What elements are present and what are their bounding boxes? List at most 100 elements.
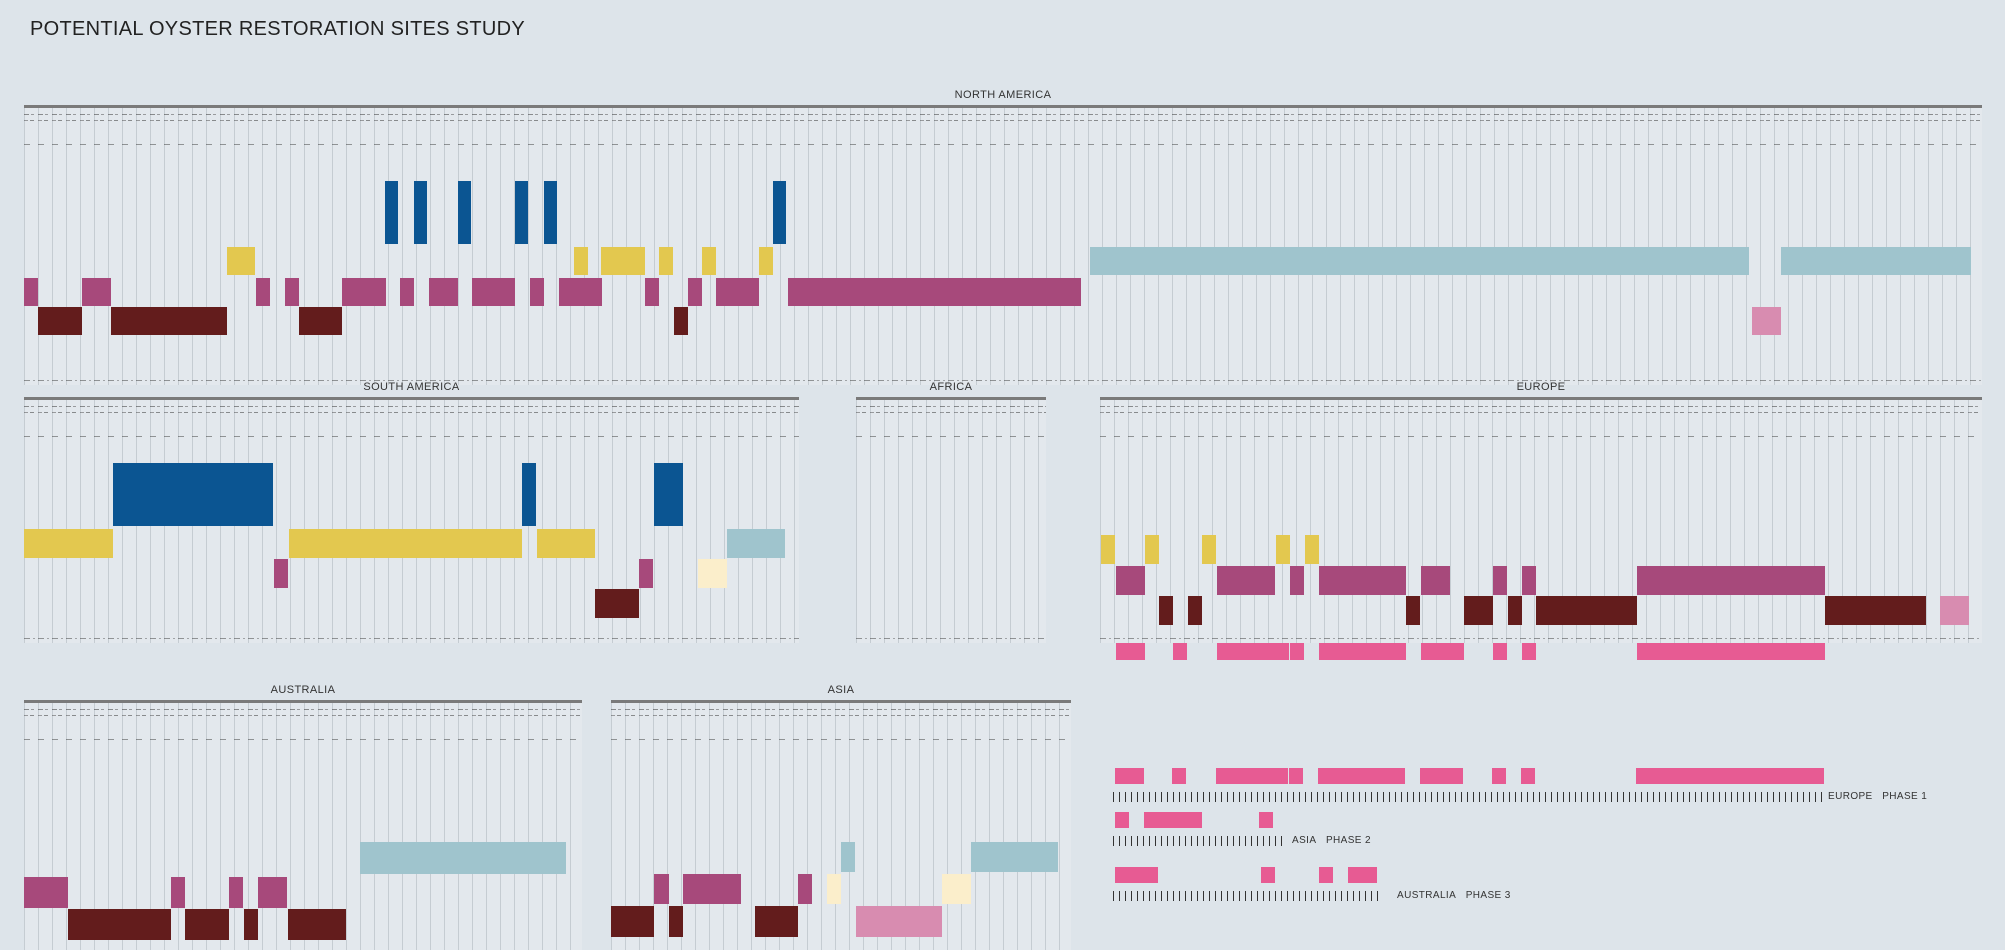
site-bar-blue: [544, 181, 557, 244]
site-bar-yellow: [574, 247, 588, 275]
phase-2-row: ASIA PHASE 2: [1113, 812, 1513, 846]
site-bar-mauve: [798, 874, 812, 904]
site-bar-pink: [1752, 307, 1781, 335]
site-bar-maroon: [1464, 596, 1493, 625]
site-bar-mauve: [1637, 566, 1825, 595]
site-bar-maroon: [1406, 596, 1420, 625]
site-bar-mauve: [229, 877, 243, 908]
site-bar-maroon: [1159, 596, 1173, 625]
phase-bar: [1115, 768, 1144, 784]
phase-name: PHASE 1: [1882, 791, 1928, 802]
africa-panel: AFRICA: [856, 381, 1046, 643]
phase-bar: [1289, 768, 1303, 784]
site-bar-maroon: [1188, 596, 1202, 625]
site-bar-mauve: [639, 559, 653, 588]
south-america-title: SOUTH AMERICA: [363, 381, 460, 393]
australia-grid: [24, 700, 582, 950]
page-title: POTENTIAL OYSTER RESTORATION SITES STUDY: [30, 18, 526, 40]
phase-bar: [1259, 812, 1273, 828]
site-bar-hot-pink: [1319, 643, 1406, 660]
site-bar-teal: [360, 842, 566, 874]
site-bar-yellow: [601, 247, 645, 275]
australia-title: AUSTRALIA: [270, 684, 336, 696]
europe-panel: EUROPE: [1100, 381, 1982, 660]
site-bar-mauve: [1290, 566, 1304, 595]
phase-2-label: ASIA PHASE 2: [1292, 835, 1371, 846]
europe-title: EUROPE: [1516, 381, 1566, 393]
site-bar-mauve: [256, 278, 270, 306]
site-bar-maroon: [299, 307, 342, 335]
phase-bar: [1318, 768, 1405, 784]
site-bar-mauve: [342, 278, 386, 306]
north-america-panel: NORTH AMERICA: [24, 89, 1982, 385]
site-bar-mauve: [645, 278, 659, 306]
africa-grid: [856, 397, 1046, 643]
site-bar-pink: [1940, 596, 1969, 625]
north-america-grid: [24, 105, 1982, 385]
australia-panel: AUSTRALIA: [24, 684, 582, 950]
site-bar-mauve: [1522, 566, 1536, 595]
phase-region: EUROPE: [1828, 791, 1873, 802]
phase-bar: [1144, 812, 1202, 828]
site-bar-blue: [458, 181, 471, 244]
site-bar-maroon: [111, 307, 227, 335]
site-bar-maroon: [288, 909, 346, 940]
site-bar-mauve: [788, 278, 1081, 306]
site-bar-blue: [113, 463, 273, 526]
site-bar-yellow: [1145, 535, 1159, 564]
site-bar-hot-pink: [1421, 643, 1464, 660]
site-bar-mauve: [82, 278, 111, 306]
asia-panel: ASIA: [611, 684, 1071, 950]
site-bar-maroon: [1508, 596, 1522, 625]
phase-timeline-ticks: [1113, 836, 1285, 846]
site-bar-mauve: [530, 278, 544, 306]
site-bar-hot-pink: [1217, 643, 1289, 660]
site-bar-mauve: [559, 278, 588, 306]
site-bar-yellow: [1276, 535, 1290, 564]
site-bar-yellow: [289, 529, 522, 558]
site-bar-hot-pink: [1290, 643, 1304, 660]
south-america-grid: [24, 397, 799, 643]
site-bar-yellow: [702, 247, 716, 275]
site-bar-maroon: [38, 307, 82, 335]
site-bar-maroon: [674, 307, 688, 335]
phase-bar: [1115, 812, 1129, 828]
phase-3-row: AUSTRALIA PHASE 3: [1113, 867, 1613, 901]
site-bar-yellow: [759, 247, 773, 275]
phase-timeline-ticks: [1113, 891, 1383, 901]
site-bar-blue: [773, 181, 786, 244]
site-bar-maroon: [611, 906, 654, 937]
asia-grid: [611, 700, 1071, 950]
site-bar-mauve: [171, 877, 185, 908]
site-bar-blue: [522, 463, 536, 526]
phase-bar: [1216, 768, 1288, 784]
asia-title: ASIA: [827, 684, 855, 696]
site-bar-hot-pink: [1493, 643, 1507, 660]
africa-title: AFRICA: [929, 381, 973, 393]
site-bar-mauve: [24, 278, 38, 306]
site-bar-yellow: [659, 247, 673, 275]
site-bar-yellow: [227, 247, 255, 275]
site-bar-maroon: [244, 909, 258, 940]
site-bar-yellow: [1202, 535, 1216, 564]
site-bar-cream: [942, 874, 971, 904]
site-bar-hot-pink: [1173, 643, 1187, 660]
phase-bar: [1319, 867, 1333, 883]
site-bar-mauve: [588, 278, 602, 306]
site-bar-yellow: [537, 529, 595, 558]
phase-region: AUSTRALIA: [1397, 890, 1457, 901]
phase-bar: [1348, 867, 1377, 883]
site-bar-mauve: [1217, 566, 1275, 595]
phase-1-label: EUROPE PHASE 1: [1828, 791, 1927, 802]
south-america-panel: SOUTH AMERICA: [24, 381, 799, 643]
site-bar-mauve: [1116, 566, 1145, 595]
site-bar-mauve: [400, 278, 414, 306]
site-bar-teal: [1781, 247, 1971, 275]
site-bar-teal: [727, 529, 785, 558]
site-bar-mauve: [683, 874, 741, 904]
phase-bar: [1172, 768, 1186, 784]
site-bar-mauve: [1319, 566, 1406, 595]
site-bar-yellow: [1101, 535, 1115, 564]
north-america-title: NORTH AMERICA: [954, 89, 1052, 101]
site-bar-mauve: [274, 559, 288, 588]
